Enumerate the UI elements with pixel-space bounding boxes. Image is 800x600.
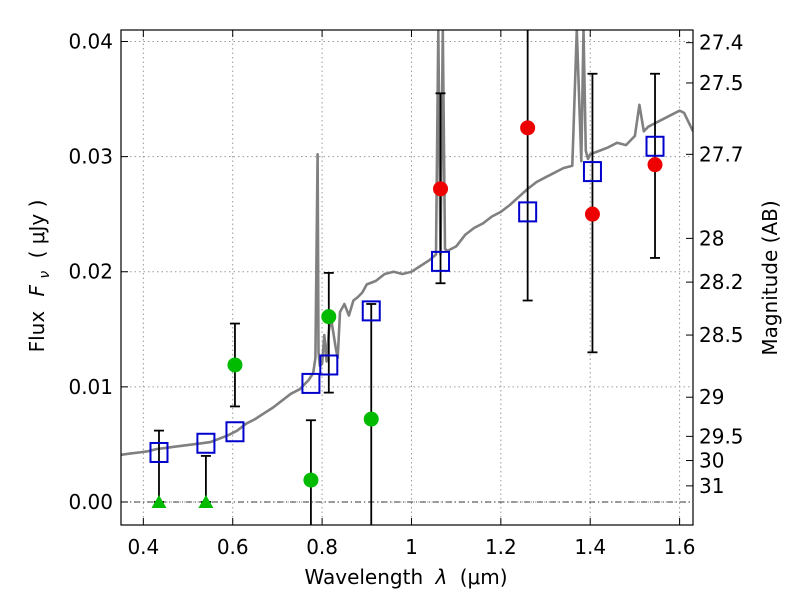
magnitude-tick-label: 29.5 <box>699 424 744 448</box>
data-markers <box>149 120 665 508</box>
x-axis-title-unit: (μm) <box>460 565 508 589</box>
red-circle-marker <box>433 181 449 197</box>
model-square-marker <box>196 432 216 454</box>
magnitude-tick-label: 27.7 <box>699 142 744 166</box>
y-tick-label: 0.00 <box>68 490 113 514</box>
y-axis-title-unit: ( μJy ) <box>25 200 49 259</box>
model-spectrum-line <box>121 30 693 457</box>
y-tick-label: 0.04 <box>68 30 113 54</box>
green-triangle-marker <box>198 494 214 508</box>
x-axis-title: Wavelength λ (μm) <box>304 565 507 589</box>
x-tick-label: 0.8 <box>306 535 338 559</box>
model-square-marker <box>225 421 245 443</box>
model-square-marker <box>518 201 538 223</box>
model-square-marker <box>301 372 321 394</box>
y-axis-title-subscript: ν <box>37 271 53 279</box>
x-axis-title-text: Wavelength <box>304 565 423 589</box>
magnitude-tick-label: 27.4 <box>699 31 744 55</box>
magnitude-tick-label: 30 <box>699 449 724 473</box>
y-axis-title-text: Flux <box>25 311 49 353</box>
x-axis-title-symbol: λ <box>435 565 448 589</box>
model-square-marker <box>582 161 602 183</box>
y-tick-label: 0.01 <box>68 375 113 399</box>
model-square-marker <box>645 135 665 157</box>
magnitude-tick-label: 31 <box>699 474 724 498</box>
green-circle-marker <box>303 472 319 488</box>
right-axis-title: Magnitude (AB) <box>758 200 782 355</box>
red-circle-marker <box>647 157 663 173</box>
grid <box>121 30 693 525</box>
green-triangle-marker <box>151 494 167 508</box>
red-circle-marker <box>520 120 536 136</box>
axis-ticks: 0.4 0.6 0.8 1 1.2 1.4 1.6 0.00 0.01 0.02 0.03 0.04 2… <box>68 30 743 559</box>
magnitude-tick-label: 28.5 <box>699 323 744 347</box>
y-tick-label: 0.03 <box>68 145 113 169</box>
magnitude-tick-label: 27.5 <box>699 71 744 95</box>
green-circle-marker <box>227 357 243 373</box>
model-square-marker <box>319 354 339 376</box>
x-tick-label: 0.4 <box>127 535 159 559</box>
green-circle-marker <box>321 309 337 325</box>
y-tick-label: 0.02 <box>68 260 113 284</box>
y-axis-title-symbol: F <box>25 284 49 296</box>
x-tick-label: 1.6 <box>664 535 696 559</box>
magnitude-tick-label: 28.2 <box>699 270 744 294</box>
plot-frame <box>120 29 694 526</box>
magnitude-tick-label: 28 <box>699 226 724 250</box>
green-circle-marker <box>363 411 379 427</box>
model-spectrum-layer <box>121 30 693 457</box>
x-tick-label: 1.4 <box>574 535 606 559</box>
y-axis-title: Flux F ν ( μJy ) <box>25 200 54 353</box>
magnitude-tick-label: 29 <box>699 385 724 409</box>
model-square-marker <box>361 300 381 322</box>
x-tick-label: 1.2 <box>485 535 517 559</box>
red-circle-marker <box>584 206 600 222</box>
model-square-marker <box>149 441 169 463</box>
x-tick-label: 0.6 <box>217 535 249 559</box>
model-square-marker <box>431 250 451 272</box>
x-tick-label: 1 <box>405 535 418 559</box>
